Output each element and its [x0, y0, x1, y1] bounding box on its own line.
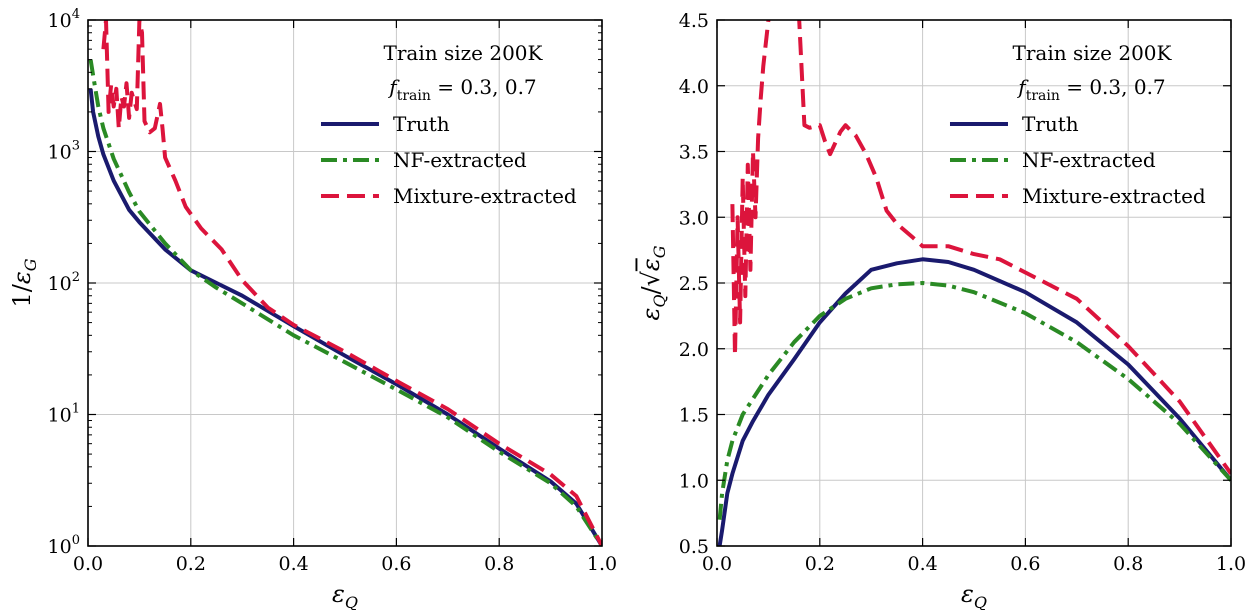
- legend-label: Mixture-extracted: [393, 184, 577, 208]
- y-tick-label: 100: [48, 533, 80, 558]
- series-line-truth: [88, 88, 602, 546]
- x-tick-label: 0.8: [1113, 553, 1143, 575]
- legend-annotation: ftrain = 0.3, 0.7: [387, 75, 536, 104]
- y-tick-label: 1.0: [679, 470, 709, 492]
- series-line-truth: [717, 257, 1231, 546]
- right-chart-panel: 0.0 0.2 0.4 0.6 0.8 1.0 0.5 1.0 1.5 2.0 2.5 3.0 3.5 4…: [637, 10, 1246, 610]
- x-tick-label: 0.2: [805, 553, 835, 575]
- y-tick-label: 2.5: [679, 273, 709, 295]
- x-axis-title: εQ: [332, 580, 358, 610]
- plot-area: [88, 20, 602, 546]
- x-tick-label: 0.4: [278, 553, 308, 575]
- legend-annotation: ftrain = 0.3, 0.7: [1016, 75, 1165, 104]
- y-tick-label: 101: [48, 402, 80, 427]
- y-tick-label: 4.0: [679, 76, 709, 98]
- legend-label: Truth: [393, 112, 450, 136]
- y-axis-title: 1/εG: [8, 258, 40, 307]
- legend-label: Truth: [1022, 112, 1079, 136]
- legend-annotation: Train size 200K: [1013, 41, 1173, 65]
- x-tick-label: 0.8: [484, 553, 514, 575]
- axes-frame: [716, 19, 1232, 547]
- y-tick-label: 1.5: [679, 405, 709, 427]
- y-tick-label: 0.5: [679, 536, 709, 558]
- y-axis-title: εQ/√εG: [637, 245, 669, 320]
- series-line-nf-extracted: [717, 281, 1231, 520]
- x-tick-label: 0.0: [73, 553, 103, 575]
- plot-area: [717, 20, 1231, 546]
- y-tick-label: 103: [48, 139, 80, 164]
- legend-label: Mixture-extracted: [1022, 184, 1206, 208]
- x-tick-label: 1.0: [1216, 553, 1246, 575]
- x-tick-label: 0.2: [176, 553, 206, 575]
- axes-frame: [87, 19, 603, 547]
- x-tick-label: 0.0: [702, 553, 732, 575]
- series-line-nf-extracted: [88, 59, 602, 546]
- y-tick-label: 102: [48, 270, 80, 295]
- legend-label: NF-extracted: [1022, 148, 1156, 172]
- y-tick-label: 3.0: [679, 207, 709, 229]
- x-tick-label: 0.4: [907, 553, 937, 575]
- series-line-mixture-extracted: [730, 20, 1231, 475]
- x-tick-label: 0.6: [1010, 553, 1040, 575]
- left-chart-panel: 0.0 0.2 0.4 0.6 0.8 1.0 100 101 102 103 104 εQ 1/εG T…: [8, 7, 617, 610]
- x-tick-label: 0.6: [381, 553, 411, 575]
- x-axis-title: εQ: [961, 580, 987, 610]
- y-tick-label: 104: [48, 7, 80, 32]
- legend-annotation: Train size 200K: [384, 41, 544, 65]
- y-tick-label: 3.5: [679, 142, 709, 164]
- y-tick-label: 2.0: [679, 339, 709, 361]
- y-tick-label: 4.5: [679, 10, 709, 32]
- legend-label: NF-extracted: [393, 148, 527, 172]
- series-line-mixture-extracted: [101, 20, 602, 546]
- x-tick-label: 1.0: [587, 553, 617, 575]
